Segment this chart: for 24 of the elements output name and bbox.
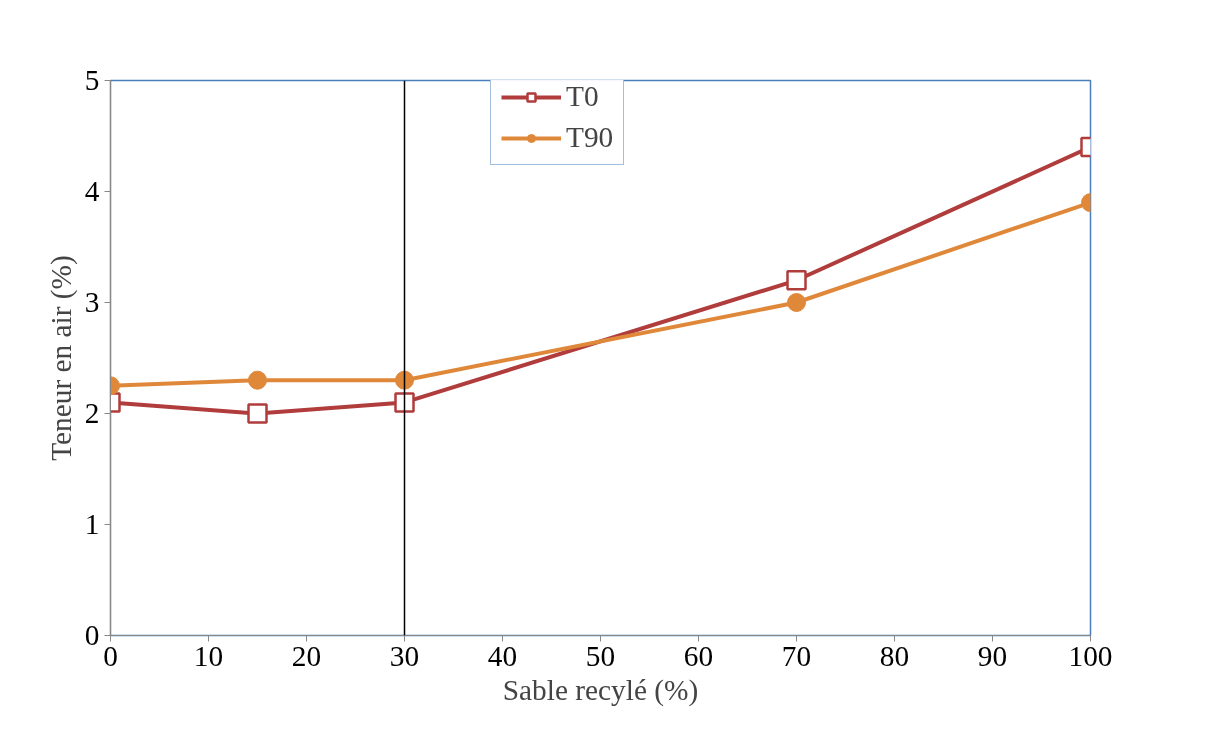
x-tick-label: 60 (683, 639, 714, 672)
legend-label: T90 (566, 121, 614, 154)
x-tick-label: 90 (977, 639, 1008, 672)
x-tick-label: 20 (291, 639, 322, 672)
y-tick-label: 0 (84, 619, 100, 651)
x-tick-label: 40 (487, 639, 518, 672)
x-axis-title: Sable recylé (%) (502, 673, 699, 707)
x-tick-label: 100 (1068, 639, 1113, 672)
y-tick-label: 2 (84, 397, 100, 429)
y-tick-label: 1 (84, 508, 100, 540)
point (247, 403, 268, 424)
x-tick-label: 10 (193, 639, 224, 672)
x-tick-label: 70 (781, 639, 812, 672)
point (394, 392, 415, 413)
y-tick-label: 4 (84, 175, 100, 207)
point (248, 370, 267, 390)
x-tick-label: 50 (585, 639, 616, 672)
y-tick-label: 3 (84, 286, 100, 318)
y-axis-title: Teneur en air (%) (44, 255, 78, 461)
y-tick-label: 5 (84, 64, 100, 96)
x-tick-label: 80 (879, 639, 910, 672)
legend-label: T0 (566, 80, 599, 113)
point (395, 370, 414, 390)
x-tick-label: 30 (389, 639, 420, 672)
